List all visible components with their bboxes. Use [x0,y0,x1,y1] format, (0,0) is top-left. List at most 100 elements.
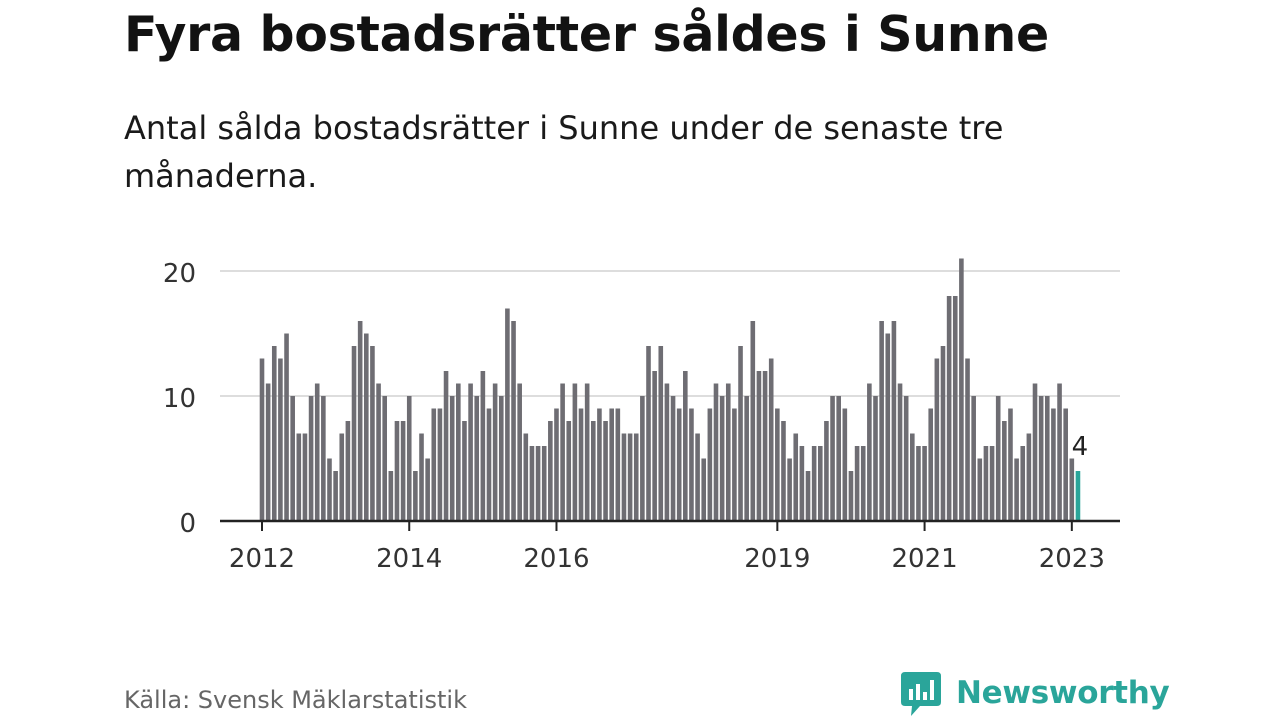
bar [603,421,608,521]
bar [1069,458,1075,521]
annotations: 4 [1069,430,1091,465]
bar [873,396,878,521]
bar [946,296,952,521]
bar [805,471,811,521]
bar [640,396,645,521]
bar [345,421,351,521]
bar [707,408,713,521]
bar [290,396,295,521]
bar [333,471,338,521]
bar [431,408,437,521]
bar [934,358,940,521]
chart-title: Fyra bostadsrätter såldes i Sunne [124,6,1049,63]
x-tick-label: 2012 [229,544,295,574]
bar [492,383,498,521]
bar [535,446,541,521]
bar [689,408,694,521]
bar [505,308,510,521]
bar [419,433,424,521]
bar [449,396,455,521]
bar [854,446,860,521]
bar [1057,383,1062,521]
bar [511,321,516,521]
bar [744,396,749,521]
bar [615,408,621,521]
bar [609,408,614,521]
gridlines [220,270,1120,397]
bar [836,396,841,521]
bar [817,446,823,521]
bar [1032,383,1038,521]
bar [437,408,443,521]
bar [376,383,381,521]
brand-name: Newsworthy [956,675,1170,711]
bar [370,346,375,521]
bar [443,371,449,521]
bar [278,358,283,521]
bar [732,408,737,521]
x-tick-label: 2023 [1039,544,1105,574]
bar [910,433,915,521]
bar [357,321,363,521]
bar [541,446,547,521]
bar [296,433,302,521]
bars [259,258,1081,521]
bar [271,346,277,521]
bar [940,346,946,521]
bar [554,408,559,521]
bar [897,383,903,521]
y-axis: 0 10 20 [163,259,196,539]
bar [1075,471,1081,521]
bar [799,446,805,521]
bar [560,383,565,521]
bar [363,333,369,521]
bar [793,433,799,521]
bar [695,433,700,521]
bar [302,433,308,521]
bar [652,371,657,521]
bar [750,321,756,521]
bar [830,396,835,521]
bar [308,396,314,521]
bar [977,458,983,521]
bar [351,346,357,521]
x-tick-label: 2016 [523,544,589,574]
bar [633,433,639,521]
x-tick-label: 2019 [744,544,810,574]
bar [867,383,872,521]
bar [928,408,934,521]
bar [474,396,480,521]
bar [498,396,504,521]
bar [664,383,670,521]
newsworthy-logo[interactable]: Newsworthy [900,668,1170,718]
bar [1002,421,1007,521]
bar [725,383,731,521]
bar [523,433,529,521]
chart-subtitle: Antal sålda bostadsrätter i Sunne under … [124,109,1004,195]
bar [327,458,332,521]
bar [775,408,780,521]
bar [486,408,492,521]
bar [768,358,774,521]
bar [413,471,418,521]
bar [1038,396,1044,521]
bar [394,421,400,521]
x-tick-label: 2014 [376,544,442,574]
bar [713,383,719,521]
bar [621,433,627,521]
bar [321,396,326,521]
bar [314,383,320,521]
bar [584,383,590,521]
bar [572,383,578,521]
bar [683,371,688,521]
bar [259,358,265,521]
bar [983,446,989,521]
bar [382,396,387,521]
bar [658,346,664,521]
bar [971,396,976,521]
bar [756,371,762,521]
bar [517,383,522,521]
bar [468,383,473,521]
bar [1026,433,1032,521]
bar [480,371,486,521]
